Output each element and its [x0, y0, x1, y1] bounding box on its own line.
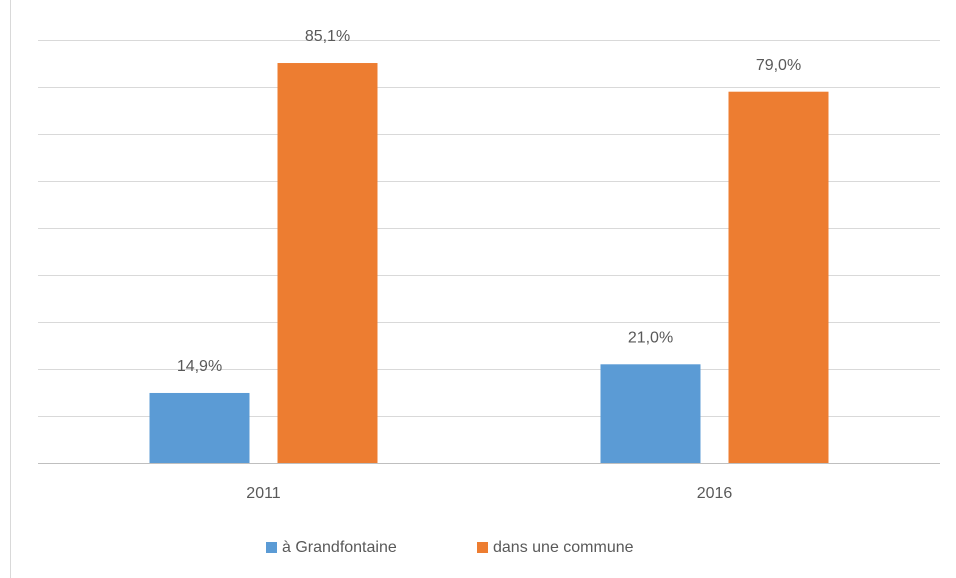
data-label: 79,0%	[756, 57, 801, 74]
bar	[277, 63, 378, 463]
legend-swatch	[266, 542, 277, 553]
data-label: 85,1%	[305, 28, 350, 45]
x-tick-label: 2016	[697, 485, 733, 502]
x-tick-label: 2011	[246, 485, 281, 502]
bar	[728, 91, 829, 463]
data-label: 14,9%	[177, 358, 222, 375]
data-label: 21,0%	[628, 330, 673, 347]
bar	[149, 392, 250, 463]
legend-label: dans une commune	[493, 539, 634, 556]
legend-label: à Grandfontaine	[282, 539, 397, 556]
bar	[600, 364, 701, 463]
chart-frame	[10, 0, 11, 578]
legend-swatch	[477, 542, 488, 553]
